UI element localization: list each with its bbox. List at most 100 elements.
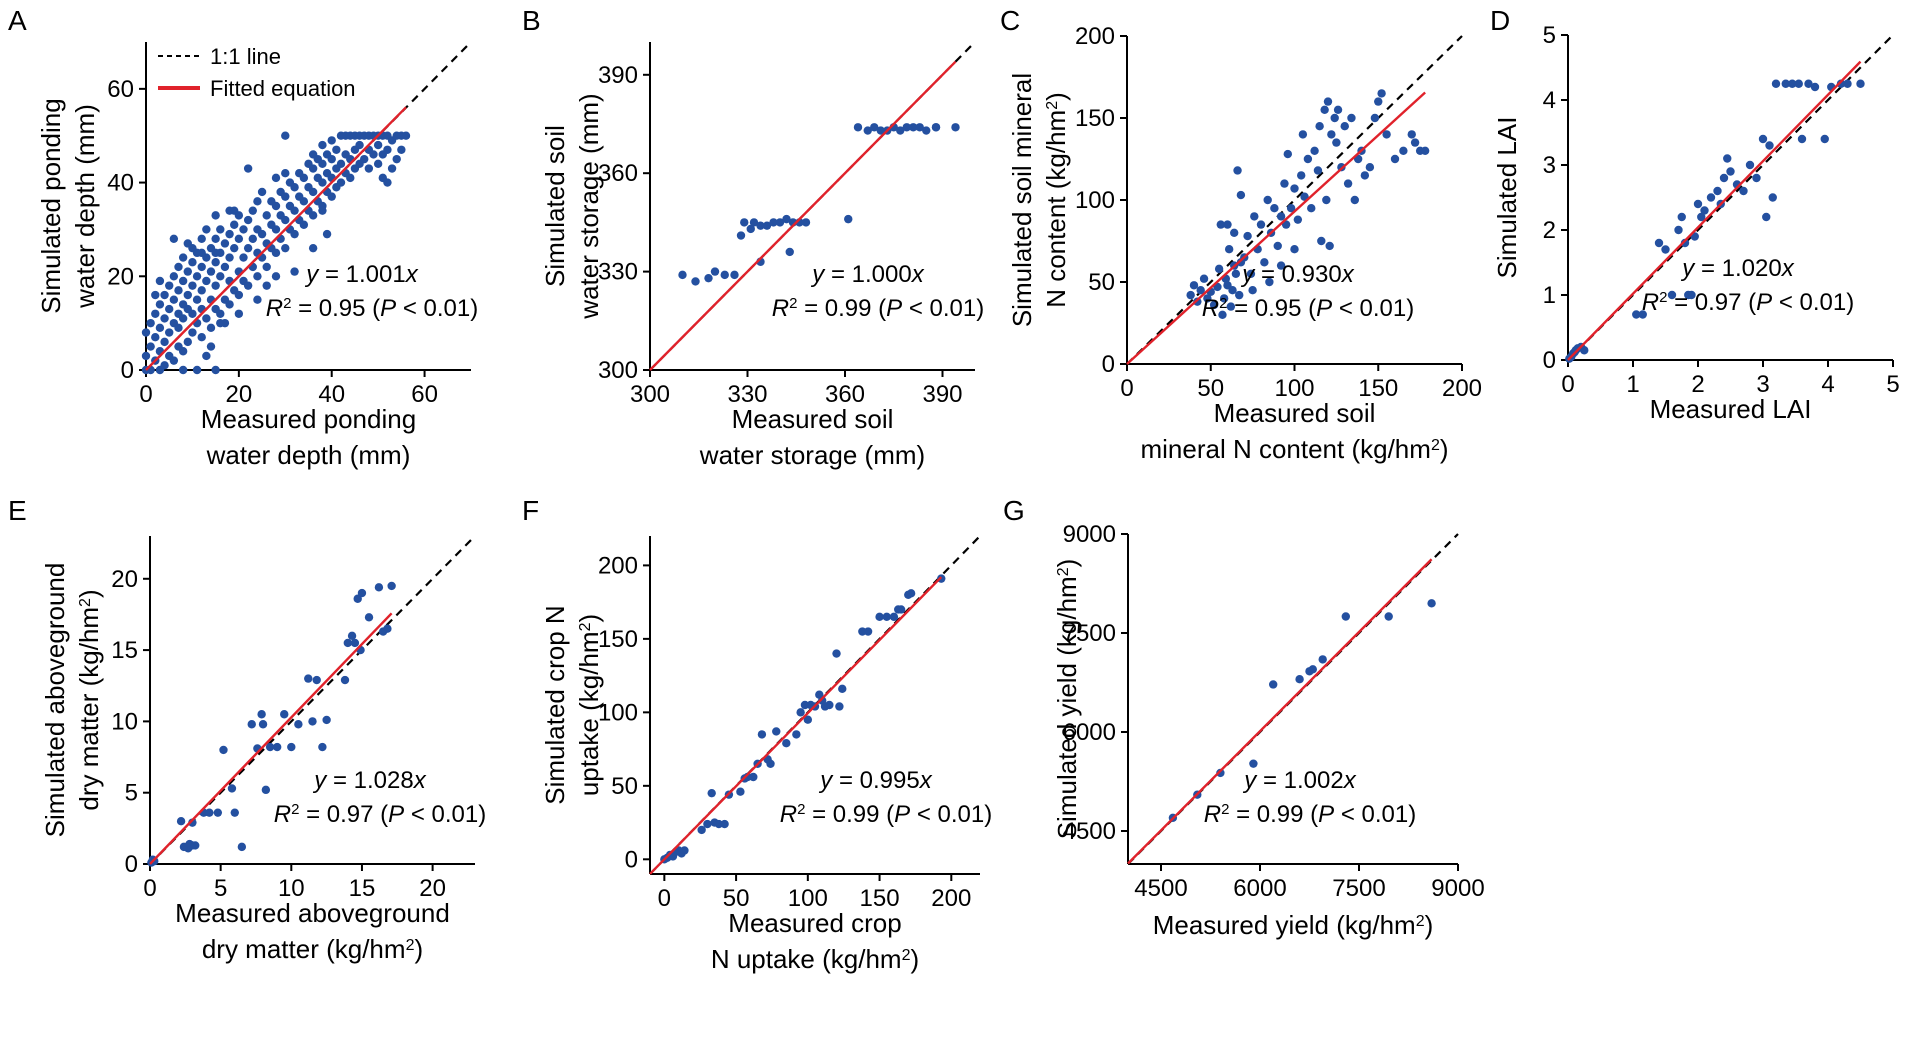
data-point xyxy=(243,215,253,225)
data-point xyxy=(346,173,355,183)
data-point xyxy=(922,126,931,135)
data-point xyxy=(1286,204,1296,213)
data-point xyxy=(183,337,192,347)
x-tick-label: 20 xyxy=(419,875,446,902)
data-point xyxy=(1269,680,1278,689)
panel-letter: G xyxy=(1003,495,1025,526)
data-point xyxy=(322,715,331,725)
data-point xyxy=(257,229,267,239)
data-point xyxy=(169,356,179,365)
y-tick-label: 200 xyxy=(1075,23,1115,50)
data-point xyxy=(1390,154,1400,164)
x-tick-label: 4 xyxy=(1821,371,1834,398)
data-point xyxy=(1843,79,1852,88)
x-tick-label: 360 xyxy=(825,381,865,408)
data-point xyxy=(174,323,183,333)
panel-letter: A xyxy=(8,5,27,36)
x-tick-label: 200 xyxy=(1442,375,1482,402)
panel-g: G 4500 6000 7500 9000 4500 6000 7500 9000 Measure… xyxy=(1003,495,1485,940)
data-point xyxy=(332,145,341,154)
y-tick-label: 100 xyxy=(598,699,638,726)
data-point xyxy=(350,638,360,648)
data-point xyxy=(1420,146,1430,155)
data-point xyxy=(1768,193,1777,202)
y-tick-label: 5 xyxy=(1543,22,1556,49)
data-point xyxy=(1219,294,1229,303)
x-axis-label: dry matter (kg/hm2) xyxy=(202,934,423,964)
data-point xyxy=(290,267,299,276)
data-point xyxy=(710,267,720,276)
y-axis-label: Simulated yield (kg/hm2) xyxy=(1052,559,1082,840)
data-point xyxy=(909,123,918,132)
data-point xyxy=(1249,759,1258,768)
panel-letter: E xyxy=(8,495,27,526)
y-tick-label: 4 xyxy=(1543,87,1556,114)
data-point xyxy=(835,702,844,711)
x-tick-label: 390 xyxy=(922,381,962,408)
y-tick-label: 20 xyxy=(111,566,138,593)
data-point xyxy=(265,742,275,752)
data-point xyxy=(165,304,174,314)
data-point xyxy=(1407,130,1416,139)
data-point xyxy=(1317,236,1326,246)
data-point xyxy=(1322,195,1331,205)
data-point xyxy=(1719,173,1729,183)
data-point xyxy=(397,145,406,154)
data-point xyxy=(875,612,884,622)
data-point xyxy=(757,730,767,739)
x-tick-label: 1 xyxy=(1626,371,1639,398)
fitted-line xyxy=(1567,60,1862,361)
fitted-line xyxy=(1126,91,1426,365)
data-point xyxy=(915,123,924,132)
fit-equation: y = 0.995x xyxy=(818,767,932,794)
data-point xyxy=(262,281,271,290)
y-tick-label: 0 xyxy=(625,846,638,873)
data-point xyxy=(373,140,383,150)
data-point xyxy=(340,675,350,685)
data-point xyxy=(1298,130,1308,139)
data-point xyxy=(1752,173,1761,183)
data-point xyxy=(1765,141,1774,150)
data-point xyxy=(211,281,220,290)
x-tick-label: 9000 xyxy=(1431,875,1484,902)
data-point xyxy=(197,234,206,243)
data-point xyxy=(271,201,281,211)
data-point xyxy=(1667,290,1677,300)
x-tick-label: 300 xyxy=(630,381,670,408)
data-point xyxy=(832,649,841,658)
data-point xyxy=(1290,184,1299,193)
data-point xyxy=(178,347,188,356)
data-point xyxy=(931,123,941,132)
data-point xyxy=(197,248,206,258)
data-point xyxy=(882,612,891,622)
y-tick-label: 60 xyxy=(107,76,134,103)
x-tick-label: 40 xyxy=(318,381,345,408)
data-point xyxy=(1661,245,1670,254)
data-point xyxy=(1771,79,1781,88)
data-point xyxy=(749,218,759,227)
data-point xyxy=(202,314,211,323)
data-point xyxy=(1343,179,1353,188)
data-point xyxy=(1280,179,1289,188)
data-point xyxy=(1327,130,1336,139)
data-point xyxy=(1303,154,1313,164)
y-tick-label: 50 xyxy=(1088,269,1115,296)
data-point xyxy=(1340,122,1349,131)
y-tick-label: 15 xyxy=(111,637,138,664)
data-point xyxy=(211,365,220,375)
y-tick-label: 300 xyxy=(598,357,638,384)
data-point xyxy=(1377,89,1386,98)
data-point xyxy=(1723,154,1732,163)
data-point xyxy=(230,206,239,215)
data-point xyxy=(1632,310,1641,319)
fitted-line xyxy=(149,612,393,865)
data-point xyxy=(160,314,169,323)
data-point xyxy=(248,234,257,243)
data-point xyxy=(1297,171,1306,180)
legend: 1:1 line Fitted equation xyxy=(158,44,356,101)
fit-equation: y = 1.000x xyxy=(810,261,924,288)
data-point xyxy=(294,720,303,729)
data-point xyxy=(165,281,174,290)
x-tick-label: 100 xyxy=(1274,375,1314,402)
